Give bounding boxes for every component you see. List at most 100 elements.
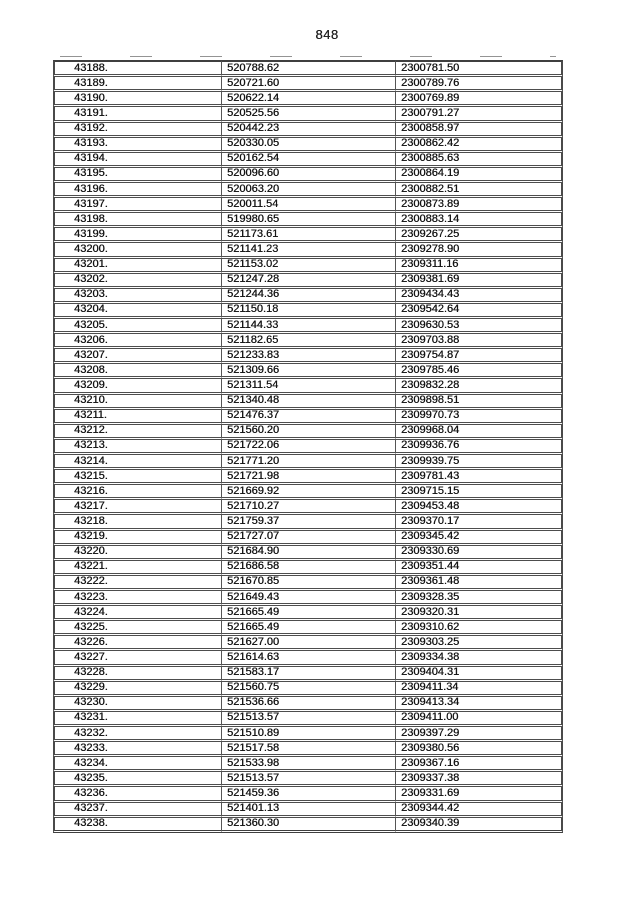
table-row: 43202. 521247.28 2309381.69 [53, 273, 563, 289]
table-row: 43230. 521536.66 2309413.34 [53, 696, 563, 712]
point-number-cell: 43222. [53, 575, 221, 591]
table-row: 43217. 521710.27 2309453.48 [53, 500, 563, 516]
point-number-cell: 43216. [53, 485, 221, 501]
x-coordinate-cell: 521665.49 [221, 621, 395, 637]
table-row: 43226. 521627.00 2309303.25 [53, 636, 563, 652]
table-row: 43215. 521721.98 2309781.43 [53, 470, 563, 486]
x-coordinate-cell: 521247.28 [221, 273, 395, 289]
y-coordinate-cell: 2309832.28 [395, 379, 563, 395]
x-coordinate-cell: 520063.20 [221, 183, 395, 199]
page-number: 848 [315, 27, 339, 42]
table-row: 43212. 521560.20 2309968.04 [53, 424, 563, 440]
y-coordinate-cell: 2309434.43 [395, 288, 563, 304]
x-coordinate-cell: 521513.57 [221, 711, 395, 727]
y-coordinate-cell: 2300883.14 [395, 213, 563, 229]
table-row: 43192. 520442.23 2300858.97 [53, 122, 563, 138]
y-coordinate-cell: 2309397.29 [395, 726, 563, 743]
point-number-cell: 43223. [53, 590, 221, 607]
table-row: 43235. 521513.57 2309337.38 [53, 772, 563, 788]
x-coordinate-cell: 521771.20 [221, 455, 395, 471]
point-number-cell: 43215. [53, 470, 221, 486]
y-coordinate-cell: 2300789.76 [395, 77, 563, 93]
table-row: 43198. 519980.65 2300883.14 [53, 213, 563, 229]
y-coordinate-cell: 2309715.15 [395, 485, 563, 501]
y-coordinate-cell: 2300873.89 [395, 198, 563, 214]
point-number-cell: 43188. [53, 60, 221, 78]
y-coordinate-cell: 2309413.34 [395, 696, 563, 712]
y-coordinate-cell: 2309351.44 [395, 560, 563, 576]
point-number-cell: 43221. [53, 560, 221, 576]
table-row: 43191. 520525.56 2300791.27 [53, 107, 563, 123]
y-coordinate-cell: 2309328.35 [395, 590, 563, 607]
x-coordinate-cell: 521665.49 [221, 606, 395, 622]
table-row: 43218. 521759.37 2309370.17 [53, 515, 563, 531]
x-coordinate-cell: 521517.58 [221, 742, 395, 758]
y-coordinate-cell: 2309630.53 [395, 319, 563, 335]
point-number-cell: 43226. [53, 636, 221, 652]
point-number-cell: 43192. [53, 122, 221, 138]
x-coordinate-cell: 520442.23 [221, 122, 395, 138]
x-coordinate-cell: 521309.66 [221, 364, 395, 380]
y-coordinate-cell: 2309939.75 [395, 455, 563, 471]
point-number-cell: 43190. [53, 92, 221, 108]
x-coordinate-cell: 521670.85 [221, 575, 395, 591]
point-number-cell: 43225. [53, 621, 221, 637]
table-row: 43225. 521665.49 2309310.62 [53, 621, 563, 637]
table-row: 43219. 521727.07 2309345.42 [53, 530, 563, 546]
point-number-cell: 43208. [53, 364, 221, 380]
point-number-cell: 43234. [53, 757, 221, 773]
point-number-cell: 43229. [53, 681, 221, 697]
table-row: 43189. 520721.60 2300789.76 [53, 77, 563, 93]
y-coordinate-cell: 2309703.88 [395, 334, 563, 350]
table-row: 43194. 520162.54 2300885.63 [53, 152, 563, 168]
point-number-cell: 43204. [53, 303, 221, 320]
table-row: 43197. 520011.54 2300873.89 [53, 198, 563, 214]
y-coordinate-cell: 2300885.63 [395, 152, 563, 168]
y-coordinate-cell: 2309334.38 [395, 651, 563, 667]
point-number-cell: 43197. [53, 198, 221, 214]
table-row: 43209. 521311.54 2309832.28 [53, 379, 563, 395]
x-coordinate-cell: 521233.83 [221, 349, 395, 365]
table-row: 43232. 521510.89 2309397.29 [53, 726, 563, 743]
y-coordinate-cell: 2300781.50 [395, 60, 563, 78]
y-coordinate-cell: 2309370.17 [395, 515, 563, 531]
point-number-cell: 43203. [53, 288, 221, 304]
x-coordinate-cell: 520525.56 [221, 107, 395, 123]
table-row: 43190. 520622.14 2300769.89 [53, 92, 563, 108]
x-coordinate-cell: 520011.54 [221, 198, 395, 214]
table-row: 43207. 521233.83 2309754.87 [53, 349, 563, 365]
y-coordinate-cell: 2300791.27 [395, 107, 563, 123]
point-number-cell: 43201. [53, 258, 221, 274]
table-row: 43222. 521670.85 2309361.48 [53, 575, 563, 591]
table-body: 43188. 520788.62 2300781.50 43189. 520721.60… [53, 60, 563, 833]
table-row: 43220. 521684.90 2309330.69 [53, 545, 563, 561]
point-number-cell: 43224. [53, 606, 221, 622]
table-row: 43227. 521614.63 2309334.38 [53, 651, 563, 667]
point-number-cell: 43195. [53, 167, 221, 184]
table-row: 43238. 521360.30 2309340.39 [53, 817, 563, 833]
y-coordinate-cell: 2309330.69 [395, 545, 563, 561]
y-coordinate-cell: 2309331.69 [395, 787, 563, 803]
x-coordinate-cell: 521684.90 [221, 545, 395, 561]
y-coordinate-cell: 2309968.04 [395, 424, 563, 440]
x-coordinate-cell: 521141.23 [221, 243, 395, 259]
point-number-cell: 43207. [53, 349, 221, 365]
point-number-cell: 43205. [53, 319, 221, 335]
y-coordinate-cell: 2309785.46 [395, 364, 563, 380]
x-coordinate-cell: 521182.65 [221, 334, 395, 350]
table-row: 43223. 521649.43 2309328.35 [53, 590, 563, 607]
y-coordinate-cell: 2309754.87 [395, 349, 563, 365]
y-coordinate-cell: 2309345.42 [395, 530, 563, 546]
x-coordinate-cell: 521533.98 [221, 757, 395, 773]
point-number-cell: 43189. [53, 77, 221, 93]
point-number-cell: 43230. [53, 696, 221, 712]
x-coordinate-cell: 521710.27 [221, 500, 395, 516]
point-number-cell: 43219. [53, 530, 221, 546]
table-row: 43228. 521583.17 2309404.31 [53, 666, 563, 682]
point-number-cell: 43236. [53, 787, 221, 803]
point-number-cell: 43217. [53, 500, 221, 516]
x-coordinate-cell: 521686.58 [221, 560, 395, 576]
point-number-cell: 43209. [53, 379, 221, 395]
point-number-cell: 43231. [53, 711, 221, 727]
x-coordinate-cell: 520622.14 [221, 92, 395, 108]
